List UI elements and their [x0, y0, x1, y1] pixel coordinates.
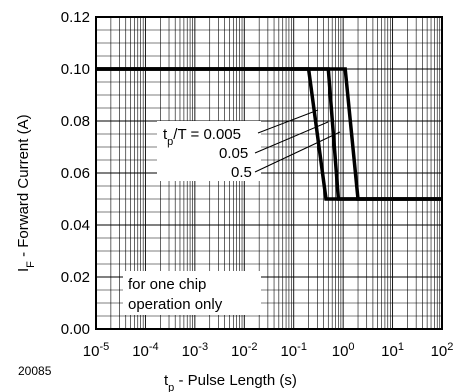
annotation-line-2: operation only	[128, 296, 223, 313]
y-tick-label: 0.12	[61, 9, 90, 26]
leader-line-0.05	[254, 121, 329, 154]
series-labels: tp/T = 0.005 0.05 0.5	[157, 109, 341, 181]
leader-line-0.5	[254, 131, 341, 173]
y-tick-labels: 0.00 0.02 0.04 0.06 0.08 0.10 0.12	[61, 9, 90, 338]
series-label-background	[157, 121, 261, 181]
y-tick-label: 0.04	[61, 217, 90, 234]
x-tick-label: 10-2	[231, 341, 257, 360]
annotation-line-1: for one chip	[128, 276, 206, 293]
x-tick-label: 10-1	[280, 341, 306, 360]
series-line-0.5	[96, 67, 442, 201]
annotation-background	[123, 271, 261, 315]
y-tick-label: 0.08	[61, 113, 90, 130]
series-label-0.5: 0.5	[231, 164, 252, 181]
x-tick-label: 102	[431, 341, 454, 360]
y-tick-label: 0.00	[61, 321, 90, 338]
series-label-0.05: 0.05	[219, 145, 248, 162]
y-tick-label: 0.06	[61, 165, 90, 182]
x-tick-label: 101	[381, 341, 404, 360]
y-tick-label: 0.02	[61, 269, 90, 286]
leader-line-0.005	[257, 109, 319, 134]
x-tick-label: 10-4	[132, 341, 158, 360]
y-axis-title: IF - Forward Current (A)	[15, 114, 37, 272]
y-tick-label: 0.10	[61, 61, 90, 78]
series-label-0.005: tp/T = 0.005	[163, 126, 241, 148]
plot-frame	[95, 16, 443, 330]
x-axis-title: tp - Pulse Length (s)	[164, 372, 297, 392]
x-tick-label: 10-5	[83, 341, 109, 360]
x-tick-label: 10-3	[182, 341, 208, 360]
x-tick-label: 100	[332, 341, 355, 360]
x-tick-labels: 10-5 10-4 10-3 10-2 10-1 100 101 102	[83, 341, 454, 360]
annotation-box: for one chip operation only	[123, 271, 261, 315]
series-layer	[96, 67, 442, 201]
figure-id: 20085	[18, 364, 52, 378]
